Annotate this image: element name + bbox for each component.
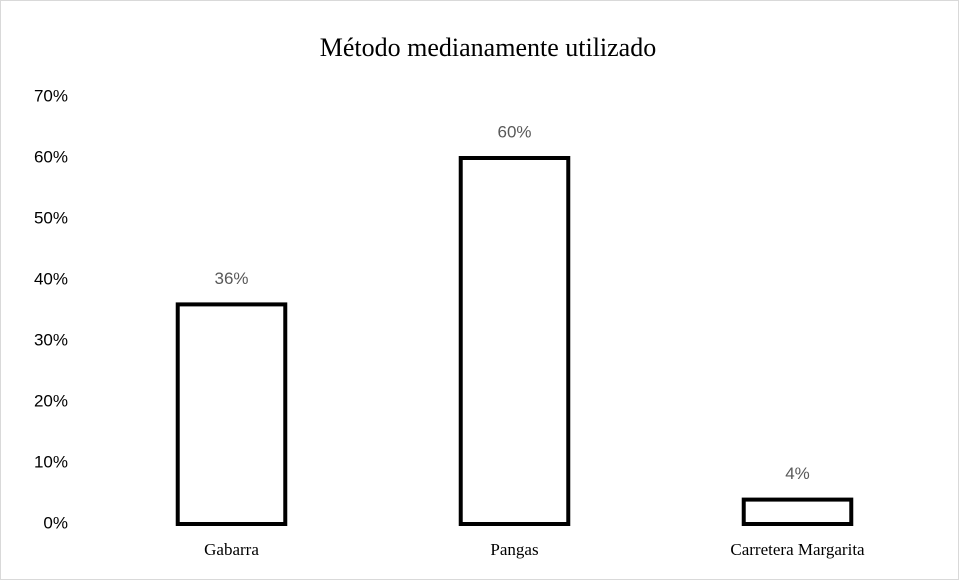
y-tick-label: 30%	[34, 330, 68, 349]
y-tick-label: 70%	[34, 86, 68, 105]
bar	[458, 156, 571, 526]
bar	[175, 302, 288, 526]
x-tick-label: Gabarra	[204, 540, 259, 559]
y-tick-label: 20%	[34, 391, 68, 410]
y-tick-label: 10%	[34, 452, 68, 471]
x-tick-label: Pangas	[490, 540, 538, 559]
y-tick-label: 0%	[43, 513, 68, 532]
data-label: 36%	[214, 269, 248, 288]
x-tick-label: Carretera Margarita	[730, 540, 865, 559]
chart-title: Método medianamente utilizado	[320, 33, 656, 62]
y-tick-label: 40%	[34, 269, 68, 288]
bar	[741, 497, 854, 527]
y-tick-label: 50%	[34, 208, 68, 227]
y-tick-label: 60%	[34, 147, 68, 166]
data-label: 60%	[497, 122, 531, 141]
data-label: 4%	[785, 464, 810, 483]
